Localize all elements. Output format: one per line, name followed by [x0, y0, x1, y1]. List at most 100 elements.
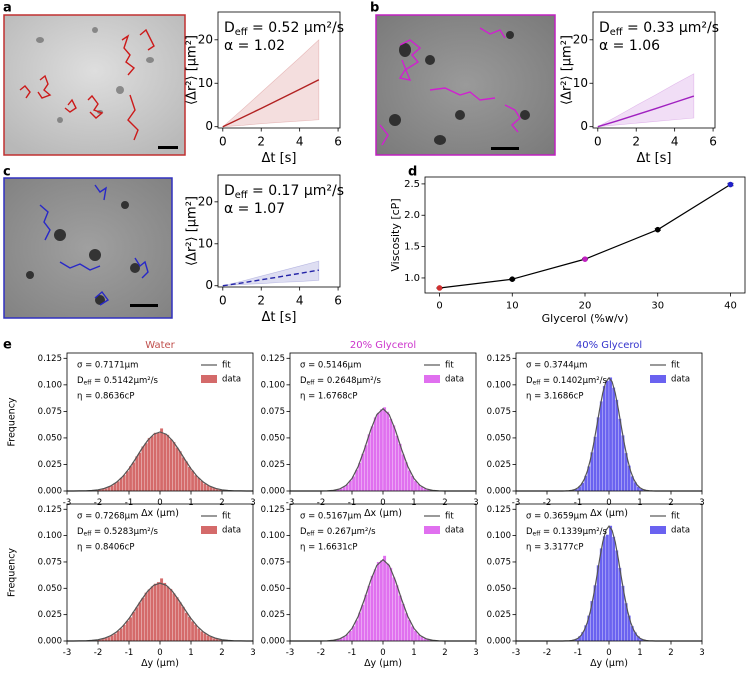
- x-tick-label: 0: [219, 135, 227, 149]
- x-axis-label: Δt [s]: [261, 151, 296, 166]
- x-tick-label: 2: [668, 648, 673, 658]
- histogram-bar: [116, 481, 120, 492]
- x-tick-label: 1: [188, 648, 193, 658]
- histogram-bar: [395, 585, 399, 642]
- x-tick-label: 6: [334, 294, 342, 308]
- histogram-bar: [138, 452, 142, 492]
- x-tick-label: -2: [317, 648, 325, 658]
- annotation-sigma: σ = 0.3744μm: [526, 361, 587, 371]
- histogram-bar: [153, 432, 158, 492]
- annotation-deff: Deff = 0.5283μm²/s: [77, 527, 159, 538]
- viscosity-line: [439, 184, 731, 289]
- y-tick-label: 20: [573, 32, 588, 46]
- histogram-bar: [376, 412, 381, 492]
- x-tick-label: -3: [286, 498, 294, 508]
- x-tick-label: 6: [709, 135, 717, 149]
- histogram-bar: [147, 589, 151, 642]
- deff-symbol: D: [224, 20, 235, 36]
- legend-data-swatch: [650, 375, 666, 383]
- deff-subscript: eff: [235, 190, 248, 201]
- annotation-deff: Deff = 0.2648μm²/s: [300, 376, 382, 387]
- x-tick-label: 0: [594, 135, 602, 149]
- annotation-eta: η = 0.8406cP: [77, 543, 134, 553]
- data-point: [582, 256, 588, 262]
- micrograph-b: [375, 14, 556, 156]
- data-point: [509, 276, 516, 283]
- x-tick-label: 3: [699, 648, 704, 658]
- histogram-bar: [150, 586, 154, 642]
- histogram-bar: [128, 617, 133, 642]
- x-tick-label: -1: [574, 498, 582, 508]
- y-tick-label: 0.075: [487, 407, 511, 417]
- x-tick-label: 0: [606, 498, 611, 508]
- histogram-bar: [401, 454, 405, 492]
- histogram-bar: [184, 612, 189, 642]
- histogram-bar: [135, 456, 139, 492]
- y-axis-label: ⟨Δr²⟩ [μm²]: [185, 196, 200, 266]
- deff-value: = 0.1339μm²/s: [540, 527, 607, 537]
- histogram-bar: [398, 443, 402, 492]
- histogram-bar: [358, 612, 362, 642]
- histogram-bar: [376, 561, 381, 642]
- y-tick-label: 1.5: [404, 242, 420, 253]
- deff-symbol: D: [526, 527, 533, 537]
- y-tick-label: 0: [205, 278, 213, 292]
- annotation-deff: Deff = 0.1339μm²/s: [526, 527, 608, 538]
- deff-symbol: D: [77, 527, 84, 537]
- histogram-bar: [382, 555, 387, 642]
- deff-subscript: eff: [235, 27, 248, 38]
- histogram-bar: [389, 418, 393, 492]
- x-tick-label: 2: [668, 498, 673, 508]
- histogram-bar: [348, 630, 353, 642]
- histogram-bar: [156, 581, 161, 642]
- x-tick-label: -3: [63, 498, 71, 508]
- y-tick-label: 0.025: [487, 610, 511, 620]
- annotation-alpha: α = 1.02: [224, 38, 285, 54]
- y-tick-label: 10: [198, 236, 213, 250]
- histogram-bar: [181, 606, 185, 642]
- y-tick-label: 0.100: [487, 380, 511, 390]
- histogram-bar: [147, 437, 151, 492]
- histogram-bar: [407, 619, 412, 642]
- deff-subscript: eff: [84, 379, 93, 386]
- histogram-bar: [395, 435, 399, 492]
- y-axis-label: Frequency: [7, 397, 18, 446]
- y-tick-label: 0.050: [487, 584, 511, 594]
- legend-label: fit: [445, 361, 454, 371]
- histogram-bar: [131, 611, 136, 642]
- histogram-bar: [181, 457, 185, 492]
- x-axis-label: Δy (μm): [141, 658, 179, 669]
- legend-label: fit: [671, 512, 680, 522]
- deff-value: = 0.1402μm²/s: [540, 376, 607, 386]
- histogram-bar: [190, 621, 195, 642]
- histogram-bar: [354, 620, 359, 642]
- histogram-bar: [175, 597, 179, 642]
- annotation-alpha: α = 1.07: [224, 201, 285, 217]
- histogram-bar: [122, 474, 127, 492]
- axes-frame: [515, 352, 703, 492]
- x-tick-label: 1: [188, 498, 193, 508]
- x-tick-label: 2: [442, 648, 447, 658]
- y-tick-label: 20: [198, 194, 213, 208]
- x-tick-label: 4: [296, 135, 304, 149]
- panel-label: c: [3, 165, 11, 180]
- deff-value: = 0.33 μm²/s: [623, 20, 719, 36]
- deff-value: = 0.5142μm²/s: [91, 376, 158, 386]
- x-axis-label: Δy (μm): [590, 658, 628, 669]
- histogram-bar: [125, 470, 130, 492]
- histogram-bar: [113, 633, 117, 642]
- histogram-bar: [203, 483, 207, 492]
- y-tick-label: 20: [198, 32, 213, 46]
- deff-subscript: eff: [307, 530, 316, 537]
- data-point: [654, 226, 661, 233]
- y-tick-label: 0.000: [487, 487, 511, 497]
- y-tick-label: 0.025: [38, 460, 62, 470]
- y-tick-label: 0.025: [487, 460, 511, 470]
- x-tick-label: 3: [699, 498, 704, 508]
- micrograph-c: [3, 177, 173, 319]
- x-tick-label: -2: [543, 648, 551, 658]
- x-tick-label: 0: [380, 498, 385, 508]
- panel-label: a: [3, 1, 12, 16]
- histogram-bar: [367, 585, 371, 642]
